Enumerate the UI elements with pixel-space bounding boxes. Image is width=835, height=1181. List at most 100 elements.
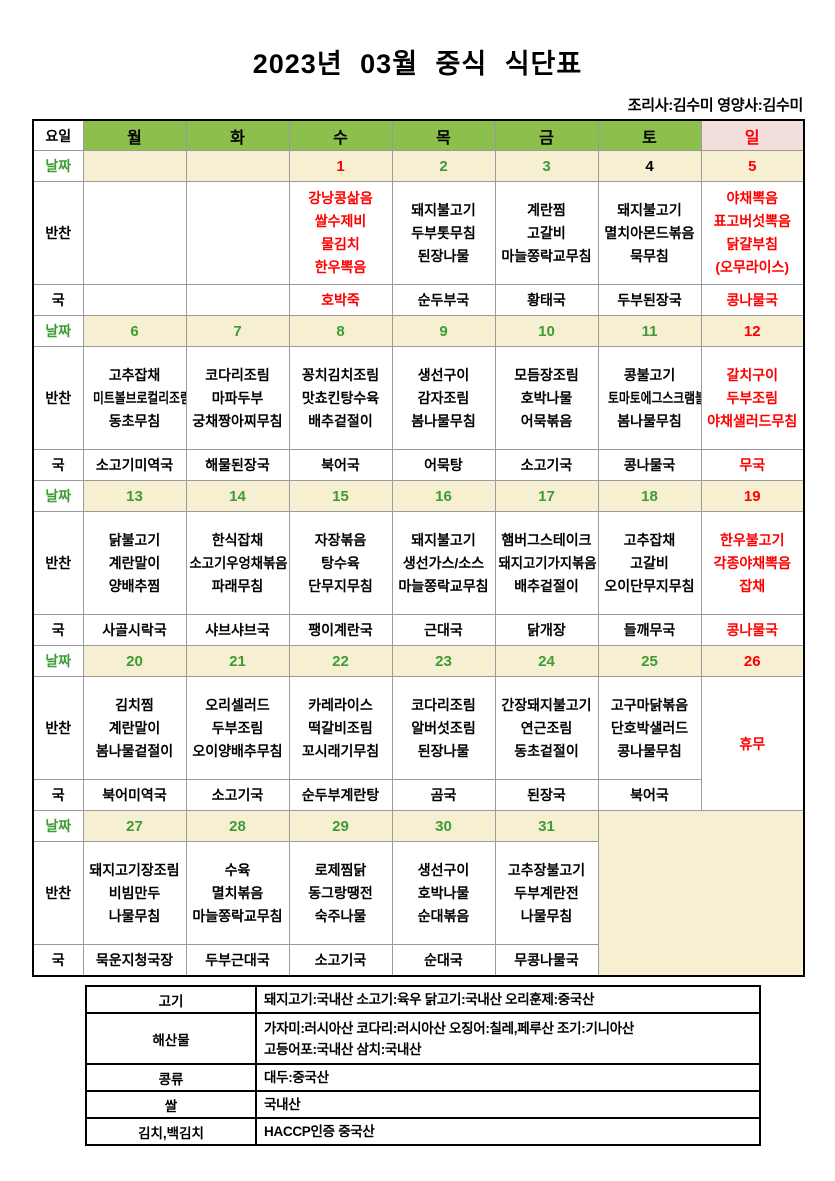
- menu-item: 마늘쫑락교무침: [187, 905, 288, 928]
- menu-item: 한우뽁음: [290, 256, 391, 279]
- menu-item-text: 간장돼지불고기: [501, 696, 592, 713]
- menu-item-text: 맛쵸킨탕수육: [301, 389, 380, 406]
- soup-cell-w2-d1: 소고기미역국: [82, 449, 187, 481]
- date-cell-w5-d2-text: 28: [229, 817, 246, 835]
- date-cell-w5-d5-text: 31: [538, 817, 555, 835]
- origin-label-1: 해산물: [85, 1012, 257, 1065]
- menu-item-text: 나물무침: [520, 907, 573, 924]
- menu-item-text: 된장나물: [417, 742, 470, 759]
- soup-cell-w3-d7-text: 콩나물국: [726, 622, 779, 638]
- origin-row: 고기 돼지고기:국내산 소고기:육우 닭고기:국내산 오리훈제:중국산: [85, 985, 761, 1014]
- menu-item: 단호박샐러드: [599, 717, 700, 740]
- date-cell-w2-d1: 6: [82, 315, 187, 347]
- menu-item: 계란말이: [84, 552, 185, 575]
- menu-item-text: 각종야채뽁음: [713, 554, 791, 571]
- date-cell-w2-d1-text: 6: [130, 322, 139, 340]
- menu-item: 호박나물: [496, 387, 597, 410]
- row-label-side-text: 반찬: [45, 225, 72, 241]
- date-cell-w2-d7: 12: [700, 315, 805, 347]
- calendar-table: 요일 월 화 수 목 금 토 일 날짜 1 2 3 4 5 반찬 강낭콩삶음 쌀수제비 물김치 한우뽁음 돼지불고기 두…: [32, 119, 805, 977]
- menu-item: 동초겉절이: [496, 740, 597, 763]
- menu-cell-w1-d3: 강낭콩삶음 쌀수제비 물김치 한우뽁음: [288, 181, 393, 285]
- row-label-soup: 국: [32, 449, 84, 481]
- origin-label-2: 콩류: [85, 1063, 257, 1092]
- menu-item: 어묵볶음: [496, 410, 597, 433]
- date-cell-w3-d7-text: 19: [743, 487, 761, 505]
- menu-item: 탕수육: [290, 552, 391, 575]
- menu-item-text: 봄나물무침: [617, 412, 682, 429]
- date-cell-w5-d4-text: 30: [435, 817, 452, 835]
- menu-item: 닭불고기: [84, 529, 185, 552]
- row-label-soup-text: 국: [51, 952, 65, 968]
- date-cell-w1-d5: 3: [494, 150, 599, 182]
- origin-value-line: 가자미:러시아산 코다리:러시아산 오징어:칠레,페루산 조기:기니아산: [264, 1020, 634, 1036]
- menu-cell-w4-d3: 카레라이스 떡갈비조림 꼬시래기무침: [288, 676, 393, 780]
- menu-cell-w3-d7: 한우불고기 각종야채뽁음 잡채: [700, 511, 805, 615]
- menu-item-text: 호박나물: [520, 389, 573, 406]
- soup-cell-w2-d6-text: 콩나물국: [623, 457, 676, 473]
- menu-item-text: 고추잡채: [108, 366, 161, 383]
- day-header-3: 목: [391, 119, 496, 151]
- date-cell-w5-d5: 31: [494, 810, 599, 842]
- menu-item: 생선구이: [393, 859, 494, 882]
- row-label-soup: 국: [32, 779, 84, 811]
- menu-item: 고갈비: [599, 552, 700, 575]
- soup-cell-w5-d4-text: 순대국: [424, 952, 463, 968]
- menu-item: 미트볼브로컬리조림: [84, 387, 186, 410]
- date-cell-w4-d3: 22: [288, 645, 393, 677]
- menu-item-text: 표고버섯뽁음: [713, 213, 791, 229]
- row-label-side-text: 반찬: [45, 555, 72, 571]
- holiday-cell: 휴무: [700, 676, 805, 811]
- date-cell-w3-d4-text: 16: [435, 487, 452, 505]
- menu-item: 연근조림: [496, 717, 597, 740]
- menu-item-text: 비빔만두: [108, 884, 161, 901]
- menu-item-text: 코다리조림: [411, 696, 476, 713]
- date-cell-w2-d2-text: 7: [233, 322, 242, 340]
- soup-cell-w3-d3: 팽이계란국: [288, 614, 393, 646]
- empty-weekend-cell: [597, 810, 805, 977]
- date-cell-w4-d3-text: 22: [332, 652, 349, 670]
- menu-item-text: 코다리조림: [205, 366, 270, 383]
- menu-item-text: 양배추찜: [108, 577, 161, 594]
- menu-item: 돼지불고기: [599, 199, 700, 222]
- menu-item-text: 계란찜: [527, 201, 566, 218]
- menu-item: 마늘쫑락교무침: [393, 575, 494, 598]
- menu-item-text: 고구마닭볶음: [610, 696, 689, 713]
- day-header-1: 화: [185, 119, 290, 151]
- date-cell-w3-d2-text: 14: [229, 487, 246, 505]
- soup-cell-w4-d6: 북어국: [597, 779, 702, 811]
- soup-cell-w4-d5-text: 된장국: [527, 787, 566, 803]
- menu-item-text: 돼지불고기: [411, 531, 476, 548]
- date-cell-w1-d2: [185, 150, 290, 182]
- menu-cell-w2-d3: 꽁치김치조림 맛쵸킨탕수육 배추겉절이: [288, 346, 393, 450]
- menu-item-text: 미트볼브로컬리조림: [92, 389, 186, 406]
- menu-item-text: 물김치: [321, 236, 360, 252]
- menu-item: 오이양배추무침: [187, 740, 288, 763]
- soup-cell-w1-d4-text: 순두부국: [417, 292, 470, 308]
- menu-item-text: 닭불고기: [108, 531, 161, 548]
- soup-cell-w2-d7-text: 무국: [739, 457, 766, 473]
- row-label-side: 반찬: [32, 676, 84, 780]
- row-label-side: 반찬: [32, 841, 84, 945]
- row-label-soup-text: 국: [51, 787, 65, 803]
- soup-cell-w2-d3: 북어국: [288, 449, 393, 481]
- date-cell-w2-d5: 10: [494, 315, 599, 347]
- menu-item-text: 마늘쫑락교무침: [192, 907, 283, 924]
- menu-item: 햄버그스테이크: [496, 529, 597, 552]
- menu-item: 고추장불고기: [496, 859, 597, 882]
- menu-item-text: 봄나물무침: [411, 412, 476, 429]
- weekday-corner-label-text: 요일: [45, 127, 72, 144]
- menu-item-text: 돼지고기장조림: [89, 861, 180, 878]
- menu-cell-w4-d1: 김치찜 계란말이 봄나물겉절이: [82, 676, 187, 780]
- menu-item-text: 숙주나물: [314, 907, 367, 924]
- menu-item-text: 어묵볶음: [520, 412, 573, 429]
- menu-item: 마늘쫑락교무침: [496, 245, 597, 268]
- menu-item: 봄나물무침: [599, 410, 700, 433]
- menu-item-text: 연근조림: [520, 719, 573, 736]
- soup-cell-w4-d2: 소고기국: [185, 779, 290, 811]
- menu-item: 호박나물: [393, 882, 494, 905]
- date-cell-w3-d5: 17: [494, 480, 599, 512]
- menu-item-text: 동그랑땡전: [308, 884, 373, 901]
